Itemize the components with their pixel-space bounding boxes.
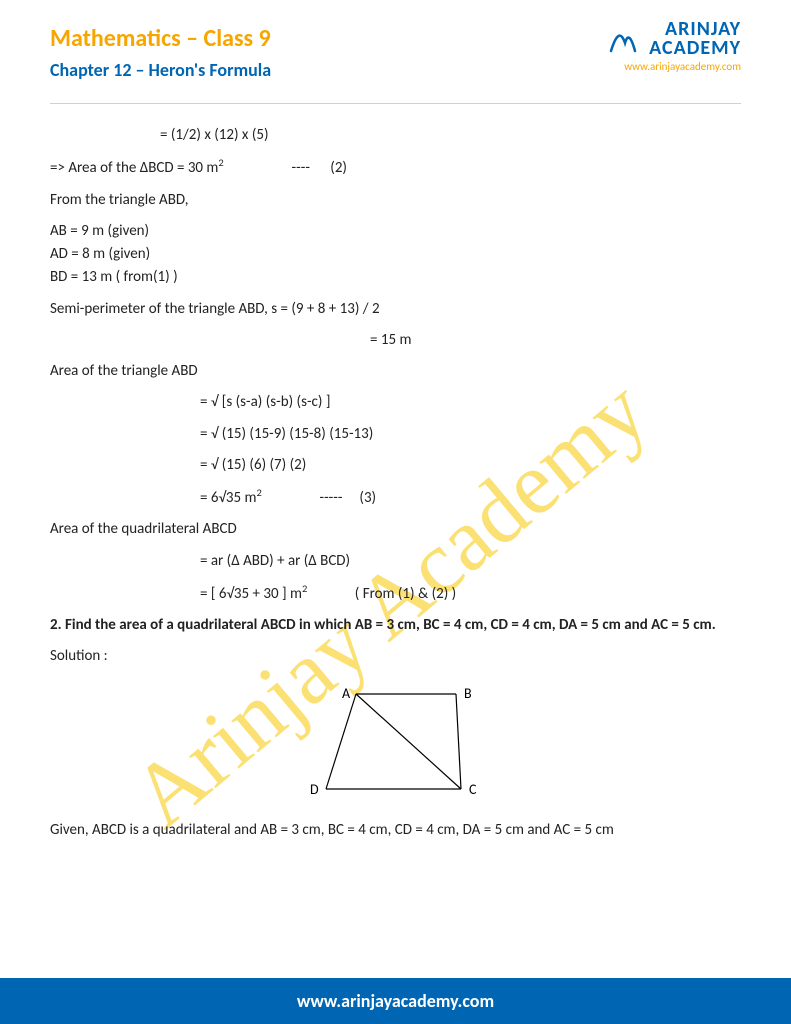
from-abd: From the triangle ABD,	[50, 189, 741, 212]
brand-url: www.arinjayacademy.com	[605, 60, 741, 73]
semiperimeter: Semi-perimeter of the triangle ABD, s = …	[50, 298, 741, 321]
text: = [ 6√35 + 30 ] m	[200, 585, 302, 603]
heron-mult: = √ (15) (6) (7) (2)	[50, 454, 741, 477]
text: => Area of the ΔBCD = 30 m	[50, 159, 218, 177]
tail: ---- (2)	[224, 159, 347, 177]
brand-logo: ARINJAY ACADEMY www.arinjayacademy.com	[605, 20, 741, 73]
page-content: Arinjay Academy = (1/2) x (12) x (5) => …	[0, 104, 791, 870]
result-bcd: => Area of the ΔBCD = 30 m2 ---- (2)	[50, 155, 741, 180]
heron-result: = 6√35 m2 ----- (3)	[50, 485, 741, 510]
given-bd: BD = 13 m ( from(1) )	[50, 266, 741, 289]
area-quad-label: Area of the quadrilateral ABCD	[50, 518, 741, 541]
tail: ----- (3)	[262, 489, 376, 507]
text: = 6√35 m	[200, 489, 257, 507]
page-header: Mathematics – Class 9 Chapter 12 – Heron…	[0, 0, 791, 91]
page-footer: www.arinjayacademy.com	[0, 978, 791, 1024]
calc-line: = (1/2) x (12) x (5)	[50, 124, 741, 147]
quadrilateral-diagram: A B C D	[50, 679, 741, 809]
svg-text:C: C	[469, 781, 477, 798]
area-sum: = ar (Δ ABD) + ar (Δ BCD)	[50, 550, 741, 573]
given-text: Given, ABCD is a quadrilateral and AB = …	[50, 819, 741, 842]
area-abd-label: Area of the triangle ABD	[50, 360, 741, 383]
svg-text:A: A	[342, 685, 351, 702]
given-ad: AD = 8 m (given)	[50, 243, 741, 266]
tail: ( From (1) & (2) )	[307, 585, 456, 603]
solution-label: Solution :	[50, 645, 741, 668]
heron-formula: = √ [s (s-a) (s-b) (s-c) ]	[50, 391, 741, 414]
svg-text:B: B	[464, 685, 472, 702]
svg-text:D: D	[310, 781, 319, 798]
question-2: 2. Find the area of a quadrilateral ABCD…	[50, 614, 741, 637]
area-final: = [ 6√35 + 30 ] m2 ( From (1) & (2) )	[50, 581, 741, 606]
logo-icon	[605, 21, 641, 57]
footer-text: www.arinjayacademy.com	[297, 990, 494, 1012]
brand-text: ARINJAY ACADEMY	[649, 20, 741, 58]
brand-line2: ACADEMY	[649, 39, 741, 58]
heron-sub: = √ (15) (15-9) (15-8) (15-13)	[50, 423, 741, 446]
given-ab: AB = 9 m (given)	[50, 220, 741, 243]
s-value: = 15 m	[50, 329, 741, 352]
diagram-svg: A B C D	[296, 679, 496, 809]
